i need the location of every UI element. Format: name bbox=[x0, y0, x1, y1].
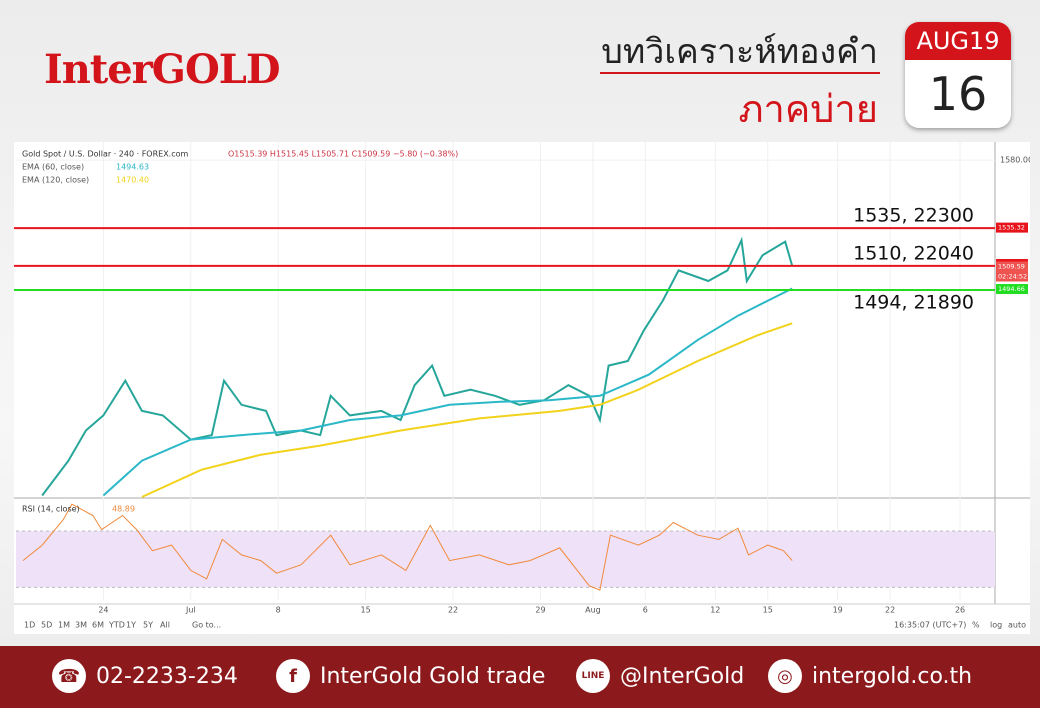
range-button[interactable]: 1M bbox=[58, 621, 70, 630]
brand: InterGOLD bbox=[44, 46, 281, 93]
website: ◎ intergold.co.th bbox=[768, 659, 972, 693]
range-button[interactable]: 1Y bbox=[126, 621, 136, 630]
price-label-box bbox=[996, 284, 1028, 295]
range-button[interactable]: 1D bbox=[24, 621, 35, 630]
chart-title: Gold Spot / U.S. Dollar · 240 · FOREX.co… bbox=[22, 150, 189, 159]
range-button[interactable]: 6M bbox=[92, 621, 104, 630]
calendar: AUG19 16 bbox=[905, 22, 1011, 128]
line-icon: LINE bbox=[576, 659, 610, 693]
scale-option[interactable]: % bbox=[972, 621, 980, 630]
x-tick-label: 22 bbox=[448, 606, 458, 615]
series-line bbox=[41, 236, 794, 497]
price-label: 1509.59 bbox=[998, 262, 1025, 270]
chart: 24 Jul 8 15 22 29 Aug 6 12 15 19 22 26 1580.00 1535, 2… bbox=[14, 142, 1033, 630]
phone: ☎ 02-2233-234 bbox=[52, 659, 238, 693]
indicator-name: EMA (60, close) bbox=[22, 163, 84, 172]
x-tick-label: 26 bbox=[955, 606, 965, 615]
calendar-day: 16 bbox=[928, 67, 988, 121]
calendar-month: AUG19 bbox=[905, 22, 1011, 60]
title: บทวิเคราะห์ทองคำ bbox=[601, 32, 878, 72]
range-button[interactable]: 3M bbox=[75, 621, 87, 630]
price-label-box bbox=[996, 222, 1028, 233]
facebook: f InterGold Gold trade bbox=[276, 659, 545, 693]
range-button[interactable]: 5D bbox=[41, 621, 52, 630]
countdown: 02:24:52 bbox=[998, 272, 1027, 280]
range-button[interactable]: All bbox=[160, 621, 170, 630]
phone-icon: ☎ bbox=[52, 659, 86, 693]
range-button[interactable]: YTD bbox=[108, 621, 125, 630]
indicator-name: EMA (120, close) bbox=[22, 176, 89, 185]
x-tick-label: 12 bbox=[710, 606, 720, 615]
range-button[interactable]: 5Y bbox=[143, 621, 153, 630]
level-label: 1535, 22300 bbox=[853, 205, 974, 227]
web-text: intergold.co.th bbox=[812, 663, 973, 689]
x-tick-label: Aug bbox=[585, 606, 601, 615]
level-label: 1510, 22040 bbox=[853, 242, 974, 264]
x-tick-label: 24 bbox=[98, 606, 108, 615]
x-tick-label: 6 bbox=[643, 606, 648, 615]
x-tick-label: 8 bbox=[276, 606, 281, 615]
series-line bbox=[141, 322, 793, 498]
goto[interactable]: Go to... bbox=[192, 621, 221, 630]
x-tick-label: 15 bbox=[361, 606, 371, 615]
indicator-value: 1470.40 bbox=[116, 176, 149, 185]
chart-panel: 24 Jul 8 15 22 29 Aug 6 12 15 19 22 26 1580.00 1535, 2… bbox=[14, 142, 1033, 634]
footer: ☎ 02-2233-234 f InterGold Gold trade LINE @… bbox=[0, 646, 1040, 708]
facebook-text: InterGold Gold trade bbox=[320, 663, 546, 689]
rsi-band bbox=[16, 530, 995, 588]
rsi-last: 48.89 bbox=[112, 505, 135, 514]
title-rule bbox=[600, 72, 880, 74]
indicator-value: 1494.63 bbox=[116, 163, 149, 172]
line: LINE @InterGold bbox=[576, 659, 744, 693]
phone-text: 02-2233-234 bbox=[96, 663, 238, 689]
facebook-icon: f bbox=[276, 659, 310, 693]
y-tick-label: 1580.00 bbox=[1000, 156, 1030, 165]
subtitle: ภาคบ่าย bbox=[738, 87, 878, 131]
x-tick-label: 19 bbox=[833, 606, 843, 615]
clock: 16:35:07 (UTC+7) bbox=[894, 621, 966, 630]
x-tick-label: 22 bbox=[885, 606, 895, 615]
web-icon: ◎ bbox=[768, 659, 802, 693]
x-tick-label: 15 bbox=[763, 606, 773, 615]
price-label-box bbox=[996, 261, 1028, 272]
x-tick-label: 29 bbox=[535, 606, 545, 615]
scale-option[interactable]: auto bbox=[1008, 621, 1026, 630]
price-label: 1535.32 bbox=[998, 224, 1025, 232]
x-tick-label: Jul bbox=[185, 606, 196, 615]
countdown-box bbox=[996, 271, 1028, 282]
price-label: 1494.66 bbox=[998, 285, 1025, 293]
line-text: @InterGold bbox=[620, 663, 745, 689]
scale-option[interactable]: log bbox=[990, 621, 1002, 630]
series-line bbox=[102, 287, 793, 497]
level-label: 1494, 21890 bbox=[853, 292, 974, 314]
series-line bbox=[22, 503, 793, 591]
chart-title: RSI (14, close) bbox=[22, 505, 80, 514]
ohlc: O1515.39 H1515.45 L1505.71 C1509.59 −5.8… bbox=[228, 150, 458, 159]
